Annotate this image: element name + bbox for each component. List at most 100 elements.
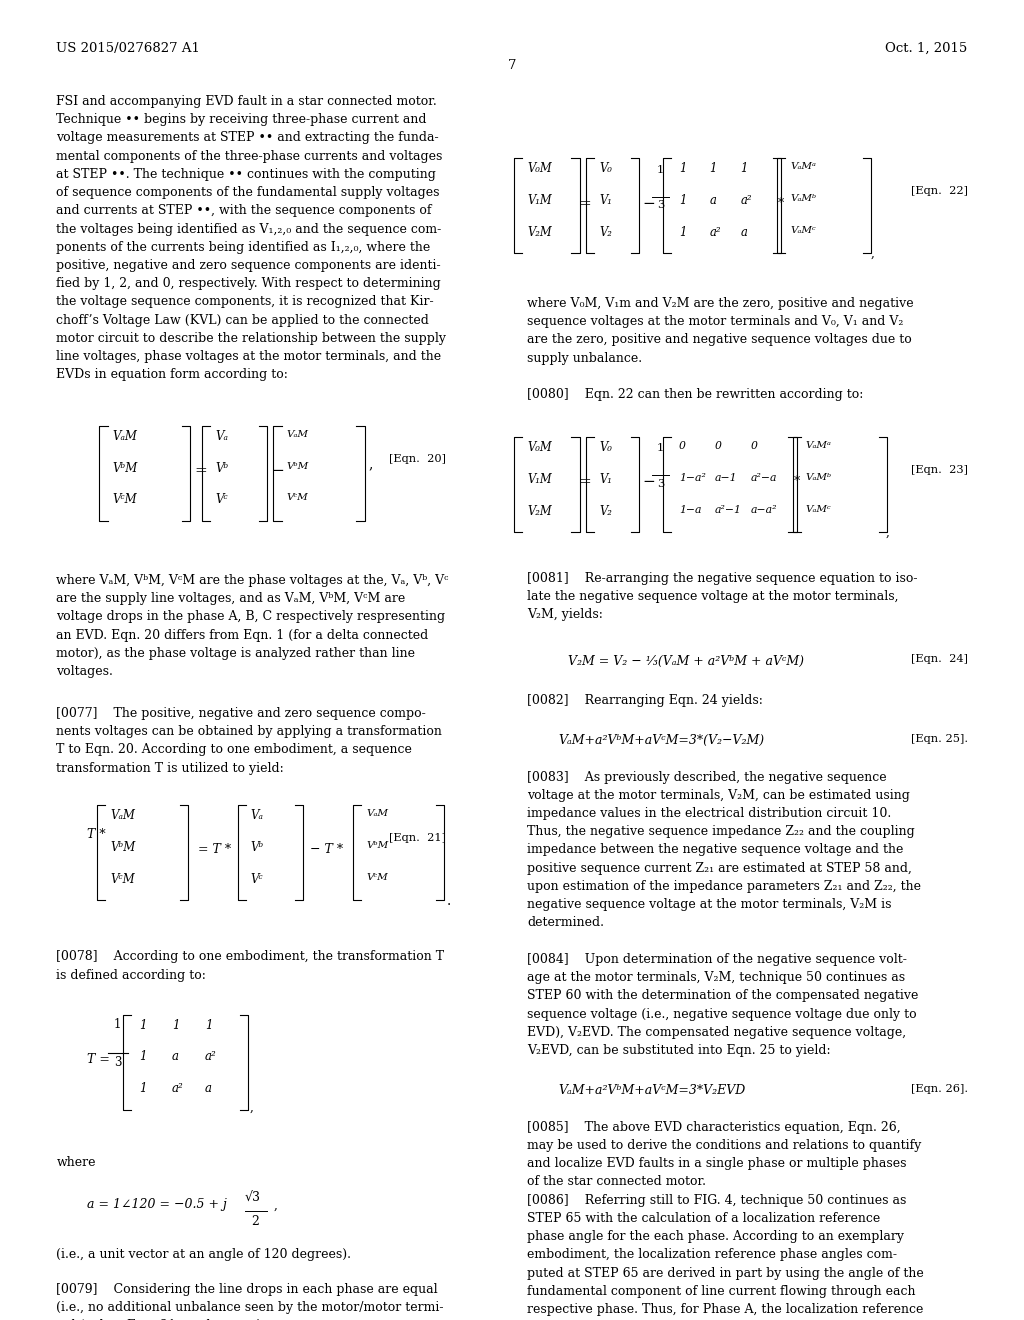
Text: [Eqn.  20]: [Eqn. 20]	[389, 454, 446, 463]
Text: (i.e., no additional unbalance seen by the motor/motor termi-: (i.e., no additional unbalance seen by t…	[56, 1300, 443, 1313]
Text: V₂M: V₂M	[527, 226, 552, 239]
Text: = T *: = T *	[198, 843, 230, 857]
Text: ,: ,	[250, 1101, 254, 1114]
Text: motor circuit to describe the relationship between the supply: motor circuit to describe the relationsh…	[56, 331, 446, 345]
Text: *: *	[778, 197, 784, 210]
Text: V₂M: V₂M	[527, 504, 552, 517]
Text: Technique •• begins by receiving three-phase current and: Technique •• begins by receiving three-p…	[56, 114, 427, 127]
Text: 1: 1	[172, 1019, 179, 1032]
Text: V₁: V₁	[599, 473, 612, 486]
Text: a = 1∠120 = −0.5 + j: a = 1∠120 = −0.5 + j	[87, 1199, 227, 1212]
Text: 1: 1	[114, 1018, 122, 1031]
Text: −: −	[642, 475, 654, 490]
Text: [Eqn.  24]: [Eqn. 24]	[911, 655, 969, 664]
Text: [0084]    Upon determination of the negative sequence volt-: [0084] Upon determination of the negativ…	[527, 953, 907, 966]
Text: voltage measurements at STEP •• and extracting the funda-: voltage measurements at STEP •• and extr…	[56, 132, 439, 144]
Text: VₐM: VₐM	[113, 430, 137, 444]
Text: are the supply line voltages, and as VₐM, VᵇM, VᶜM are: are the supply line voltages, and as VₐM…	[56, 593, 406, 605]
Text: line voltages, phase voltages at the motor terminals, and the: line voltages, phase voltages at the mot…	[56, 350, 441, 363]
Text: T =: T =	[87, 1053, 110, 1067]
Text: and currents at STEP ••, with the sequence components of: and currents at STEP ••, with the sequen…	[56, 205, 432, 218]
Text: VᵇM: VᵇM	[367, 841, 389, 850]
Text: VₐMᶜ: VₐMᶜ	[806, 504, 831, 513]
Text: Vᵇ: Vᵇ	[215, 462, 228, 475]
Text: [0077]    The positive, negative and zero sequence compo-: [0077] The positive, negative and zero s…	[56, 708, 426, 719]
Text: a: a	[172, 1051, 179, 1064]
Text: puted at STEP 65 are derived in part by using the angle of the: puted at STEP 65 are derived in part by …	[527, 1267, 924, 1279]
Text: ,: ,	[273, 1199, 278, 1212]
Text: [Eqn.  22]: [Eqn. 22]	[911, 186, 969, 197]
Text: transformation T is utilized to yield:: transformation T is utilized to yield:	[56, 762, 284, 775]
Text: VₐM+a²VᵇM+aVᶜM=3*V₂EVD: VₐM+a²VᵇM+aVᶜM=3*V₂EVD	[558, 1084, 745, 1097]
Text: voltage at the motor terminals, V₂M, can be estimated using: voltage at the motor terminals, V₂M, can…	[527, 789, 910, 801]
Text: 0: 0	[715, 441, 722, 451]
Text: motor), as the phase voltage is analyzed rather than line: motor), as the phase voltage is analyzed…	[56, 647, 416, 660]
Text: VᵇM: VᵇM	[111, 841, 136, 854]
Text: 0: 0	[751, 441, 758, 451]
Text: embodiment, the localization reference phase angles com-: embodiment, the localization reference p…	[527, 1249, 897, 1262]
Text: of sequence components of the fundamental supply voltages: of sequence components of the fundamenta…	[56, 186, 440, 199]
Text: upon estimation of the impedance parameters Z₂₁ and Z₂₂, the: upon estimation of the impedance paramet…	[527, 880, 922, 892]
Text: T to Eqn. 20. According to one embodiment, a sequence: T to Eqn. 20. According to one embodimen…	[56, 743, 413, 756]
Text: VᶜM: VᶜM	[287, 494, 308, 503]
Text: V₁M: V₁M	[527, 473, 552, 486]
Text: a²: a²	[710, 226, 721, 239]
Text: 1: 1	[679, 226, 686, 239]
Text: VₐM: VₐM	[367, 809, 388, 818]
Text: 1−a: 1−a	[679, 504, 701, 515]
Text: a: a	[710, 194, 717, 207]
Text: VᶜM: VᶜM	[367, 873, 388, 882]
Text: impedance between the negative sequence voltage and the: impedance between the negative sequence …	[527, 843, 904, 857]
Text: V₂: V₂	[599, 226, 612, 239]
Text: STEP 65 with the calculation of a localization reference: STEP 65 with the calculation of a locali…	[527, 1212, 881, 1225]
Text: (i.e., a unit vector at an angle of 120 degrees).: (i.e., a unit vector at an angle of 120 …	[56, 1249, 351, 1262]
Text: [0080]    Eqn. 22 can then be rewritten according to:: [0080] Eqn. 22 can then be rewritten acc…	[527, 388, 863, 401]
Text: a²: a²	[172, 1082, 183, 1096]
Text: 1: 1	[656, 165, 665, 174]
Text: −: −	[642, 197, 654, 211]
Text: .: .	[446, 894, 451, 908]
Text: sequence voltages at the motor terminals and V₀, V₁ and V₂: sequence voltages at the motor terminals…	[527, 315, 904, 329]
Text: VₐMᶜ: VₐMᶜ	[791, 226, 816, 235]
Text: at STEP ••. The technique •• continues with the computing: at STEP ••. The technique •• continues w…	[56, 168, 436, 181]
Text: V₂M = V₂ − ¹⁄₃(VₐM + a²VᵇM + aVᶜM): V₂M = V₂ − ¹⁄₃(VₐM + a²VᵇM + aVᶜM)	[568, 655, 804, 668]
Text: 1: 1	[205, 1019, 212, 1032]
Text: respective phase. Thus, for Phase A, the localization reference: respective phase. Thus, for Phase A, the…	[527, 1303, 924, 1316]
Text: 1: 1	[656, 444, 665, 453]
Text: phase angle for the each phase. According to an exemplary: phase angle for the each phase. Accordin…	[527, 1230, 904, 1243]
Text: VᶜM: VᶜM	[113, 494, 137, 507]
Text: V₂EVD, can be substituted into Eqn. 25 to yield:: V₂EVD, can be substituted into Eqn. 25 t…	[527, 1044, 831, 1057]
Text: [Eqn.  21]: [Eqn. 21]	[389, 833, 446, 843]
Text: where V₀M, V₁m and V₂M are the zero, positive and negative: where V₀M, V₁m and V₂M are the zero, pos…	[527, 297, 914, 310]
Text: VₐMᵇ: VₐMᵇ	[791, 194, 817, 203]
Text: [0082]    Rearranging Eqn. 24 yields:: [0082] Rearranging Eqn. 24 yields:	[527, 694, 763, 708]
Text: VᵇM: VᵇM	[287, 462, 309, 471]
Text: Vᶜ: Vᶜ	[215, 494, 227, 507]
Text: a²−a: a²−a	[751, 473, 777, 483]
Text: voltages.: voltages.	[56, 665, 114, 678]
Text: FSI and accompanying EVD fault in a star connected motor.: FSI and accompanying EVD fault in a star…	[56, 95, 437, 108]
Text: VₐM: VₐM	[111, 809, 135, 822]
Text: 1: 1	[139, 1051, 146, 1064]
Text: [0086]    Referring still to FIG. 4, technique 50 continues as: [0086] Referring still to FIG. 4, techni…	[527, 1193, 906, 1206]
Text: determined.: determined.	[527, 916, 604, 929]
Text: a−1: a−1	[715, 473, 737, 483]
Text: VᶜM: VᶜM	[111, 873, 135, 886]
Text: the voltage sequence components, it is recognized that Kir-: the voltage sequence components, it is r…	[56, 296, 434, 309]
Text: [0085]    The above EVD characteristics equation, Eqn. 26,: [0085] The above EVD characteristics equ…	[527, 1121, 901, 1134]
Text: 1: 1	[139, 1082, 146, 1096]
Text: V₀: V₀	[599, 162, 612, 176]
Text: positive, negative and zero sequence components are identi-: positive, negative and zero sequence com…	[56, 259, 441, 272]
Text: a: a	[205, 1082, 212, 1096]
Text: [Eqn. 26].: [Eqn. 26].	[911, 1084, 969, 1094]
Text: EVD), V₂EVD. The compensated negative sequence voltage,: EVD), V₂EVD. The compensated negative se…	[527, 1026, 906, 1039]
Text: late the negative sequence voltage at the motor terminals,: late the negative sequence voltage at th…	[527, 590, 899, 603]
Text: Vₐ: Vₐ	[251, 809, 264, 822]
Text: supply unbalance.: supply unbalance.	[527, 351, 642, 364]
Text: V₁: V₁	[599, 194, 612, 207]
Text: impedance values in the electrical distribution circuit 10.: impedance values in the electrical distr…	[527, 807, 892, 820]
Text: V₂M, yields:: V₂M, yields:	[527, 609, 603, 622]
Text: a²: a²	[205, 1051, 216, 1064]
Text: age at the motor terminals, V₂M, technique 50 continues as: age at the motor terminals, V₂M, techniq…	[527, 972, 905, 985]
Text: fied by 1, 2, and 0, respectively. With respect to determining: fied by 1, 2, and 0, respectively. With …	[56, 277, 441, 290]
